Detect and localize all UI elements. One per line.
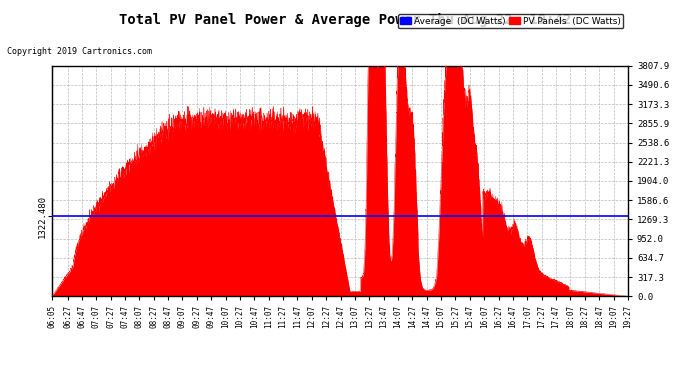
Text: ← 1322.480: ← 1322.480: [0, 374, 1, 375]
Text: Copyright 2019 Cartronics.com: Copyright 2019 Cartronics.com: [7, 47, 152, 56]
Legend: Average  (DC Watts), PV Panels  (DC Watts): Average (DC Watts), PV Panels (DC Watts): [397, 14, 623, 28]
Text: Total PV Panel Power & Average Power Thu Aug 22  19:42: Total PV Panel Power & Average Power Thu…: [119, 13, 571, 27]
